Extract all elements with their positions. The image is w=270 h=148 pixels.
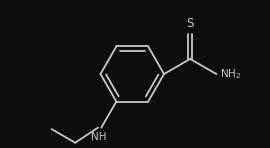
Text: S: S xyxy=(187,17,194,30)
Text: NH$_2$: NH$_2$ xyxy=(220,67,241,81)
Text: NH: NH xyxy=(91,132,106,142)
